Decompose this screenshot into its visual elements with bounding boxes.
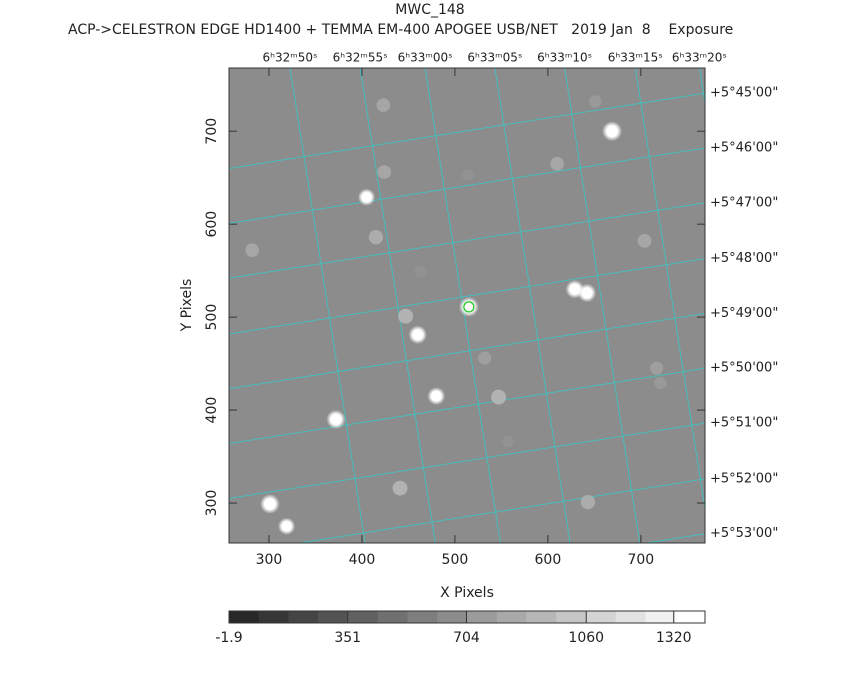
dec-tick-label: +5°52'00" bbox=[710, 471, 778, 486]
dec-grid-line bbox=[229, 422, 705, 499]
star bbox=[478, 351, 492, 365]
y-tick-label: 500 bbox=[204, 304, 220, 331]
colorbar-step bbox=[229, 611, 260, 623]
ra-tick-label: 6ʰ33ᵐ00ˢ bbox=[398, 51, 453, 65]
x-tick-label: 300 bbox=[256, 552, 283, 568]
x-tick-label: 700 bbox=[627, 552, 654, 568]
star bbox=[550, 156, 565, 171]
y-tick-label: 600 bbox=[204, 211, 220, 238]
colorbar-step bbox=[407, 611, 438, 623]
star bbox=[277, 517, 296, 535]
dec-grid-line bbox=[229, 367, 705, 445]
dec-grid-line bbox=[229, 92, 705, 169]
y-axis-label: Y Pixels bbox=[179, 279, 195, 333]
ra-grid-line bbox=[494, 68, 571, 543]
star bbox=[580, 494, 596, 510]
colorbar-step bbox=[615, 611, 646, 623]
y-tick-label: 300 bbox=[204, 490, 220, 517]
star bbox=[427, 387, 446, 406]
dec-grid-line bbox=[296, 478, 705, 543]
dec-tick-label: +5°47'00" bbox=[710, 195, 778, 210]
dec-grid-line bbox=[229, 312, 705, 390]
star bbox=[589, 95, 602, 108]
colorbar-step bbox=[526, 611, 557, 623]
plot-frame bbox=[228, 67, 706, 544]
colorbar-step bbox=[318, 611, 349, 623]
star bbox=[577, 283, 597, 303]
ra-tick-label: 6ʰ32ᵐ55ˢ bbox=[333, 51, 388, 65]
ra-tick-label: 6ʰ33ᵐ20ˢ bbox=[672, 51, 727, 65]
chart-title: MWC_148 bbox=[395, 2, 464, 18]
star bbox=[461, 168, 474, 181]
x-axis-label: X Pixels bbox=[440, 585, 494, 601]
dec-tick-label: +5°50'00" bbox=[710, 361, 778, 376]
colorbar-step bbox=[675, 611, 706, 623]
star bbox=[376, 98, 391, 113]
dec-tick-label: +5°46'00" bbox=[710, 140, 778, 155]
star bbox=[326, 409, 346, 429]
chart-subtitle: ACP->CELESTRON EDGE HD1400 + TEMMA EM-40… bbox=[68, 22, 733, 38]
star bbox=[245, 243, 260, 258]
ra-grid-line bbox=[289, 68, 366, 543]
colorbar-tick-label: -1.9 bbox=[215, 630, 242, 646]
ra-tick-label: 6ʰ32ᵐ50ˢ bbox=[262, 51, 317, 65]
dec-tick-label: +5°45'00" bbox=[710, 86, 778, 101]
star bbox=[377, 165, 392, 179]
ra-tick-label: 6ʰ33ᵐ10ˢ bbox=[537, 51, 592, 65]
dec-tick-label: +5°48'00" bbox=[710, 251, 778, 266]
star bbox=[637, 234, 652, 248]
x-tick-label: 600 bbox=[535, 552, 562, 568]
star bbox=[357, 188, 376, 206]
star bbox=[414, 265, 427, 278]
colorbar-step bbox=[467, 611, 498, 623]
colorbar-step bbox=[556, 611, 587, 623]
ra-grid-line bbox=[634, 68, 705, 512]
colorbar-step bbox=[437, 611, 468, 623]
colorbar-step bbox=[586, 611, 617, 623]
star bbox=[650, 361, 664, 375]
colorbar-tick-label: 704 bbox=[453, 630, 480, 646]
y-tick-label: 700 bbox=[204, 118, 220, 145]
star bbox=[392, 480, 408, 496]
star bbox=[368, 230, 384, 245]
colorbar-step bbox=[288, 611, 319, 623]
ra-tick-label: 6ʰ33ᵐ15ˢ bbox=[608, 51, 663, 65]
dec-grid-line bbox=[229, 258, 705, 335]
colorbar-step bbox=[377, 611, 408, 623]
dec-grid-line bbox=[229, 202, 705, 279]
star bbox=[260, 494, 280, 514]
x-tick-label: 500 bbox=[442, 552, 469, 568]
ra-grid-line bbox=[359, 68, 436, 543]
x-tick-label: 400 bbox=[349, 552, 376, 568]
colorbar-tick-label: 351 bbox=[334, 630, 361, 646]
colorbar-tick-label: 1320 bbox=[656, 630, 692, 646]
target-marker bbox=[463, 301, 475, 313]
star bbox=[398, 308, 414, 324]
dec-tick-label: +5°53'00" bbox=[710, 526, 778, 541]
colorbar-step bbox=[258, 611, 289, 623]
star bbox=[501, 435, 514, 448]
dec-tick-label: +5°49'00" bbox=[710, 306, 778, 321]
star bbox=[654, 376, 667, 390]
image-layer bbox=[229, 68, 705, 543]
colorbar-step bbox=[496, 611, 527, 623]
star bbox=[491, 389, 507, 405]
ra-tick-label: 6ʰ33ᵐ05ˢ bbox=[467, 51, 522, 65]
colorbar-step bbox=[348, 611, 379, 623]
colorbar-tick-label: 1060 bbox=[568, 630, 604, 646]
dec-tick-label: +5°51'00" bbox=[710, 416, 778, 431]
ra-grid-line bbox=[564, 68, 641, 543]
star bbox=[602, 121, 623, 142]
colorbar-step bbox=[645, 611, 676, 623]
dec-grid-line bbox=[229, 147, 705, 224]
y-tick-label: 400 bbox=[204, 397, 220, 424]
star bbox=[408, 325, 427, 345]
star bbox=[458, 296, 479, 317]
